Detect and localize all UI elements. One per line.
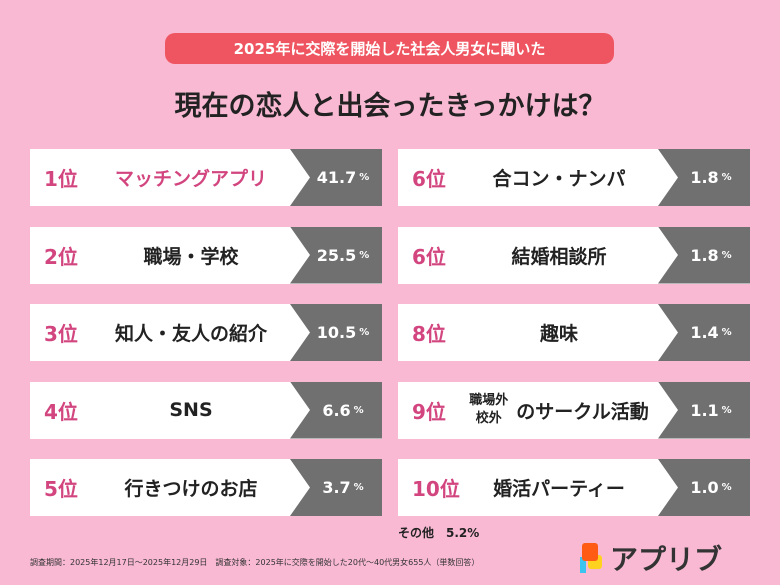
- ranking-card: 9位 職場外 校外 のサークル活動 1.1%: [398, 381, 750, 439]
- ranking-card: 6位 合コン・ナンパ 1.8%: [398, 149, 750, 206]
- rank-number: 6位: [412, 244, 446, 269]
- rank-number: 3位: [44, 322, 78, 346]
- logo-text: アプリブ: [610, 543, 723, 576]
- ranking-card: 3位 知人・友人の紹介 10.5%: [30, 304, 382, 361]
- rank-number: 2位: [44, 244, 78, 269]
- other-percentage: その他 5.2%: [398, 526, 480, 540]
- label-bottom: 校外: [475, 411, 502, 426]
- ranking-label: 職場・学校: [143, 245, 239, 268]
- rank-number: 4位: [44, 399, 78, 424]
- value-unit: %: [353, 404, 364, 416]
- value-unit: %: [359, 249, 370, 261]
- ranking-label: 知人・友人の紹介: [114, 323, 267, 345]
- value-number: 41.7: [316, 168, 357, 187]
- ranking-card: 6位 結婚相談所 1.8%: [398, 226, 750, 284]
- value-number: 1.8: [690, 168, 719, 187]
- rank-number: 5位: [44, 477, 78, 501]
- value-unit: %: [359, 172, 370, 183]
- ranking-label: 合コン・ナンパ: [492, 168, 626, 190]
- ranking-card: 4位 SNS 6.6%: [30, 381, 382, 439]
- value-unit: %: [721, 404, 732, 416]
- value-unit: %: [721, 327, 732, 338]
- ranking-label: 結婚相談所: [511, 245, 607, 268]
- rank-number: 9位: [412, 399, 446, 424]
- value-number: 1.0: [690, 478, 719, 497]
- logo-mark-icon: [580, 543, 604, 573]
- value-unit: %: [721, 482, 732, 493]
- ranking-value: 41.7%: [290, 149, 382, 206]
- value-unit: %: [721, 172, 732, 183]
- logo: アプリブ: [580, 538, 722, 578]
- value-number: 3.7: [322, 478, 351, 497]
- value-unit: %: [353, 482, 364, 493]
- ranking-value: 25.5%: [290, 226, 382, 284]
- ranking-label: マッチングアプリ: [114, 168, 267, 190]
- survey-footnote: 調査期間：2025年12月17日〜2025年12月29日 調査対象：2025年に…: [30, 558, 480, 567]
- ranking-label: SNS: [169, 399, 213, 421]
- ranking-card: 10位 婚活パーティー 1.0%: [398, 459, 750, 516]
- ranking-card: 5位 行きつけのお店 3.7%: [30, 459, 382, 516]
- rank-number: 10位: [412, 477, 460, 501]
- ranking-label: 職場外校外 のサークル活動: [460, 392, 750, 428]
- ranking-card: 8位 趣味 1.4%: [398, 304, 750, 361]
- value-number: 1.4: [690, 323, 719, 342]
- rank-number: 8位: [412, 322, 446, 346]
- page-title: 現在の恋人と出会ったきっかけは？: [174, 91, 606, 122]
- ranking-label: 趣味: [539, 323, 578, 345]
- ranking-label: 婚活パーティー: [493, 478, 625, 500]
- value-unit: %: [721, 249, 732, 261]
- rank-number: 6位: [412, 167, 446, 191]
- value-number: 1.8: [690, 245, 719, 265]
- label-main: のサークル活動: [516, 400, 649, 423]
- value-number: 6.6: [322, 400, 351, 420]
- survey-subtitle-pill: 2025年に交際を開始した社会人男女に聞いた: [165, 33, 614, 64]
- ranking-label: 行きつけのお店: [124, 478, 258, 500]
- value-number: 1.1: [690, 400, 719, 420]
- value-number: 10.5: [316, 323, 357, 342]
- ranking-card: 1位 マッチングアプリ 41.7%: [30, 149, 382, 206]
- value-unit: %: [359, 327, 370, 338]
- ranking-card: 2位 職場・学校 25.5%: [30, 226, 382, 284]
- value-number: 25.5: [316, 245, 357, 265]
- rank-number: 1位: [44, 167, 78, 191]
- label-top: 職場外: [469, 393, 509, 408]
